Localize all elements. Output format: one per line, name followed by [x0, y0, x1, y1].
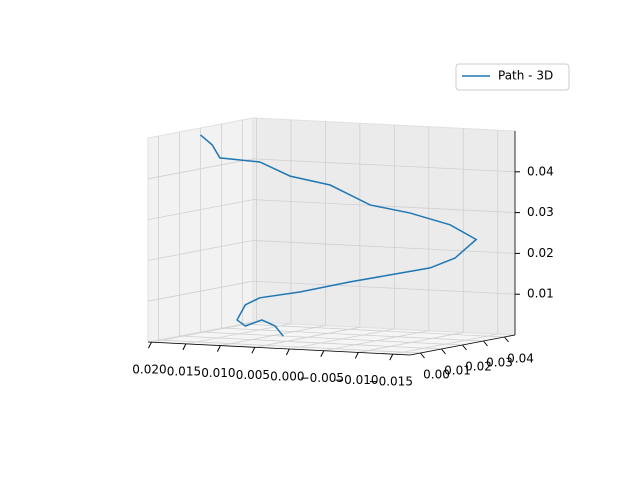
- grid: [147, 118, 516, 355]
- y-tick-label: 0.01: [444, 364, 471, 378]
- y-tick-label: 0.02: [465, 360, 492, 374]
- x-tick: [354, 352, 359, 359]
- y-tick: [420, 352, 425, 359]
- y-tick-label: 0.00: [423, 368, 450, 382]
- y-grid-line: [158, 339, 421, 354]
- legend: Path - 3D: [455, 63, 570, 91]
- z-grid-line: [252, 280, 516, 295]
- y-tick-label: 0.04: [507, 352, 534, 366]
- x-axis: [147, 341, 411, 356]
- x-tick-label: −0.005: [300, 371, 344, 385]
- x-tick: [389, 353, 394, 361]
- x-tick-label: 0.000: [270, 370, 304, 384]
- y-tick: [504, 336, 509, 343]
- y-grid-line: [242, 323, 505, 338]
- x-tick: [251, 347, 256, 354]
- x-tick-label: 0.005: [236, 368, 270, 382]
- plot-area: [200, 134, 478, 337]
- z-tick-label: 0.01: [527, 287, 554, 301]
- x-tick: [285, 348, 290, 356]
- x-tick-label: −0.015: [369, 375, 413, 389]
- z-grid-line: [252, 199, 516, 213]
- path-line: [200, 134, 478, 337]
- z-grid-line: [252, 240, 516, 254]
- x-tick: [182, 343, 187, 351]
- z-tick-label: 0.02: [527, 246, 554, 260]
- y-tick-label: 0.03: [486, 356, 513, 370]
- x-tick-label: 0.015: [167, 364, 201, 378]
- legend-label: Path - 3D: [498, 69, 553, 83]
- z-grid-line: [252, 158, 516, 173]
- y-tick: [483, 340, 488, 347]
- y-grid-line: [179, 335, 442, 350]
- z-grid-line: [147, 158, 254, 180]
- z-tick-label: 0.04: [527, 164, 554, 178]
- x-tick: [148, 341, 152, 349]
- z-grid-line: [147, 199, 254, 220]
- z-tick-label: 0.03: [527, 205, 554, 219]
- z-grid-line: [147, 280, 254, 302]
- y-grid-line: [200, 331, 463, 346]
- y-tick: [441, 348, 446, 355]
- x-tick: [216, 345, 221, 352]
- x-tick: [320, 350, 325, 357]
- z-grid-line: [147, 240, 254, 261]
- y-tick: [462, 344, 467, 351]
- legend-box: [455, 63, 570, 91]
- y-grid-line: [221, 327, 484, 342]
- x-tick-label: 0.010: [201, 366, 235, 380]
- x-tick-label: 0.020: [132, 363, 166, 377]
- back-pane: [252, 117, 516, 336]
- x-tick-label: −0.010: [334, 373, 378, 387]
